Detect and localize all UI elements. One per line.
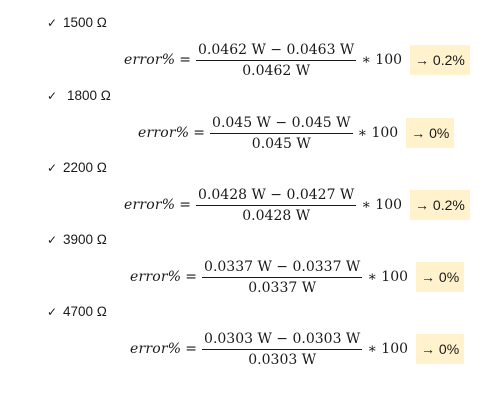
result-highlight: → 0% (416, 262, 465, 292)
fraction: 0.0303 W − 0.0303 W 0.0303 W (202, 329, 363, 370)
error-equation: error% = 0.0428 W − 0.0427 W 0.0428 W ∗ … (124, 182, 470, 228)
error-equation: error% = 0.045 W − 0.045 W 0.045 W ∗ 100… (138, 110, 455, 156)
resistance-bullet: ✓ 4700 Ω (47, 304, 107, 320)
result-highlight: → 0.2% (410, 190, 470, 220)
multiplier: ∗ 100 (361, 197, 403, 213)
item-4700: ✓ 4700 Ω error% = 0.0303 W − 0.0303 W 0.0… (0, 304, 488, 376)
error-equation: error% = 0.0337 W − 0.0337 W 0.0337 W ∗ … (130, 254, 465, 300)
resistance-label: 1800 Ω (67, 88, 111, 103)
result-highlight: → 0% (406, 118, 455, 148)
equation-lhs: error% (124, 52, 176, 68)
numerator: 0.0303 W − 0.0303 W (202, 329, 363, 350)
denominator: 0.0462 W (242, 62, 311, 79)
equation-lhs: error% (130, 341, 182, 357)
result-highlight: → 0% (416, 334, 465, 364)
error-equation: error% = 0.0303 W − 0.0303 W 0.0303 W ∗ … (130, 326, 465, 372)
check-icon: ✓ (47, 16, 58, 30)
fraction: 0.0462 W − 0.0463 W 0.0462 W (196, 40, 357, 81)
resistance-label: 1500 Ω (63, 15, 107, 30)
numerator: 0.0462 W − 0.0463 W (196, 40, 357, 61)
multiplier: ∗ 100 (367, 269, 409, 285)
item-1800: ✓ 1800 Ω error% = 0.045 W − 0.045 W 0.045… (0, 88, 488, 160)
multiplier: ∗ 100 (361, 52, 403, 68)
fraction: 0.0337 W − 0.0337 W 0.0337 W (202, 257, 363, 298)
fraction: 0.045 W − 0.045 W 0.045 W (210, 113, 353, 154)
resistance-bullet: ✓ 1800 Ω (47, 88, 111, 104)
item-2200: ✓ 2200 Ω error% = 0.0428 W − 0.0427 W 0.0… (0, 160, 488, 232)
equals-sign: = (185, 341, 198, 357)
fraction: 0.0428 W − 0.0427 W 0.0428 W (196, 185, 357, 226)
denominator: 0.0428 W (242, 207, 311, 224)
equals-sign: = (179, 52, 192, 68)
check-icon: ✓ (47, 233, 58, 247)
resistance-label: 3900 Ω (63, 232, 107, 247)
resistance-bullet: ✓ 3900 Ω (47, 232, 107, 248)
multiplier: ∗ 100 (367, 341, 409, 357)
multiplier: ∗ 100 (357, 125, 399, 141)
equals-sign: = (193, 125, 206, 141)
resistance-bullet: ✓ 2200 Ω (47, 160, 107, 176)
equals-sign: = (179, 197, 192, 213)
item-1500: ✓ 1500 Ω error% = 0.0462 W − 0.0463 W 0.0… (0, 15, 488, 87)
numerator: 0.0428 W − 0.0427 W (196, 185, 357, 206)
resistance-bullet: ✓ 1500 Ω (47, 15, 107, 31)
numerator: 0.0337 W − 0.0337 W (202, 257, 363, 278)
check-icon: ✓ (47, 305, 58, 319)
equation-lhs: error% (124, 197, 176, 213)
resistance-label: 4700 Ω (63, 304, 107, 319)
denominator: 0.045 W (251, 135, 311, 152)
numerator: 0.045 W − 0.045 W (210, 113, 353, 134)
equation-lhs: error% (138, 125, 190, 141)
denominator: 0.0337 W (248, 279, 317, 296)
equals-sign: = (185, 269, 198, 285)
resistance-label: 2200 Ω (63, 160, 107, 175)
check-icon: ✓ (47, 161, 58, 175)
denominator: 0.0303 W (248, 351, 317, 368)
result-highlight: → 0.2% (410, 45, 470, 75)
item-3900: ✓ 3900 Ω error% = 0.0337 W − 0.0337 W 0.0… (0, 232, 488, 304)
check-icon: ✓ (47, 89, 58, 103)
equation-lhs: error% (130, 269, 182, 285)
error-equation: error% = 0.0462 W − 0.0463 W 0.0462 W ∗ … (124, 37, 470, 83)
